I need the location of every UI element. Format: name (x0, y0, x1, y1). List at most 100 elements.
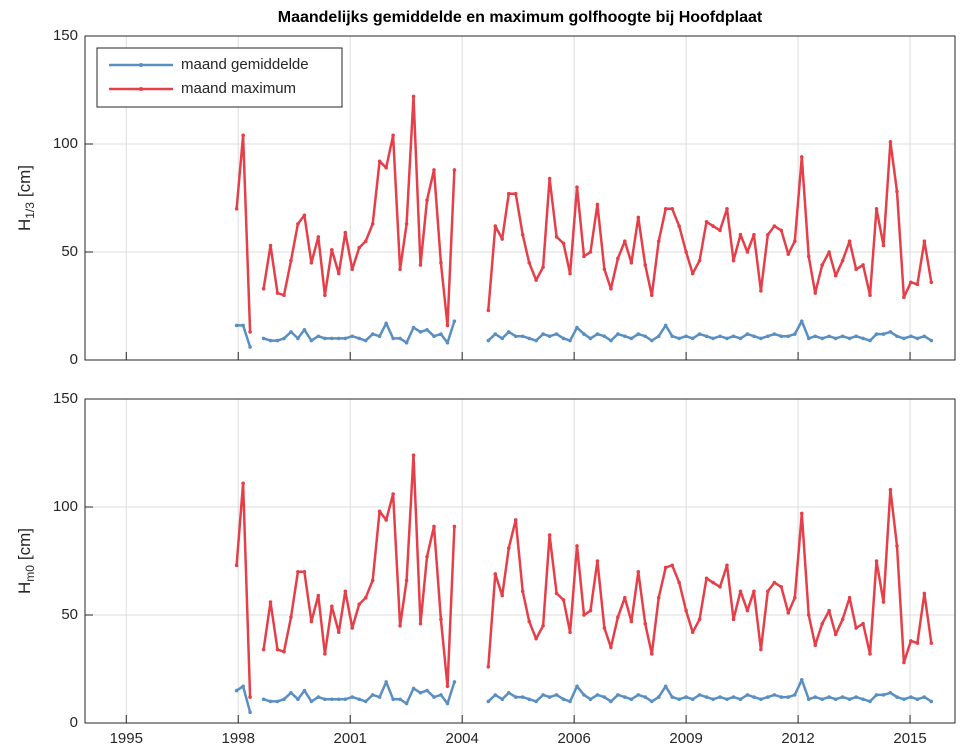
point-marker (323, 293, 327, 298)
point-marker (820, 336, 824, 341)
point-marker (643, 334, 648, 339)
point-marker (432, 334, 436, 339)
y-axis-label: Hm0 [cm] (15, 528, 37, 594)
y-tick-label: 0 (70, 351, 78, 368)
point-marker (704, 334, 709, 339)
point-marker (486, 665, 491, 669)
point-marker (582, 693, 586, 697)
point-marker (840, 617, 845, 622)
point-marker (786, 334, 791, 339)
point-marker (731, 695, 736, 699)
point-marker (445, 323, 450, 328)
point-marker (330, 248, 334, 252)
point-marker (486, 308, 491, 313)
point-marker (534, 699, 538, 704)
point-marker (690, 697, 695, 702)
point-marker (384, 680, 388, 684)
point-marker (738, 697, 743, 702)
point-marker (649, 699, 654, 704)
point-marker (690, 271, 695, 276)
point-marker (425, 688, 429, 693)
point-marker (506, 191, 511, 196)
point-marker (336, 336, 341, 341)
point-marker (874, 693, 879, 697)
point-marker (643, 695, 648, 699)
point-marker (827, 695, 831, 699)
point-marker (527, 697, 531, 702)
point-marker (772, 580, 777, 585)
point-marker (929, 280, 934, 285)
point-marker (595, 559, 600, 563)
point-marker (234, 688, 239, 693)
point-marker (234, 323, 239, 328)
point-marker (493, 332, 498, 336)
point-marker (929, 338, 934, 343)
point-marker (541, 693, 545, 697)
point-marker (513, 191, 518, 196)
point-marker (874, 332, 879, 336)
point-marker (330, 336, 334, 341)
point-marker (541, 332, 545, 336)
point-marker (561, 241, 566, 246)
point-marker (799, 155, 804, 159)
y-tick-label: 100 (53, 135, 78, 152)
point-marker (506, 690, 511, 695)
point-marker (670, 207, 675, 211)
point-marker (296, 222, 300, 226)
point-marker (568, 338, 572, 343)
point-marker (357, 336, 361, 341)
x-tick-label: 1995 (110, 730, 143, 747)
point-marker (854, 695, 858, 699)
point-marker (711, 697, 715, 702)
point-marker (486, 699, 491, 704)
point-marker (874, 207, 879, 211)
point-marker (404, 340, 409, 345)
point-marker (725, 336, 729, 341)
point-marker (609, 699, 613, 704)
point-marker (766, 589, 770, 594)
point-marker (384, 321, 388, 326)
point-marker (425, 554, 429, 559)
point-marker (847, 595, 852, 600)
point-marker (609, 286, 613, 291)
point-marker (827, 250, 831, 254)
point-marker (370, 693, 375, 697)
point-marker (663, 207, 668, 211)
point-marker (888, 330, 893, 334)
point-marker (452, 319, 457, 323)
point-marker (500, 336, 505, 341)
point-marker (786, 252, 791, 256)
point-marker (820, 263, 824, 267)
point-marker (561, 336, 566, 341)
point-marker (506, 330, 511, 334)
point-marker (793, 239, 797, 243)
point-marker (493, 693, 498, 697)
point-marker (677, 336, 681, 341)
point-marker (813, 695, 818, 699)
point-marker (302, 213, 307, 218)
point-marker (547, 533, 552, 537)
x-tick-label: 2009 (669, 730, 702, 747)
point-marker (316, 235, 321, 239)
point-marker (493, 572, 498, 576)
point-marker (248, 710, 252, 714)
point-marker (541, 265, 545, 269)
point-marker (350, 267, 355, 272)
point-marker (425, 198, 429, 202)
point-marker (275, 338, 280, 343)
point-marker (425, 327, 429, 332)
x-tick-label: 2006 (557, 730, 590, 747)
point-marker (806, 697, 811, 702)
point-marker (623, 334, 627, 339)
y-tick-label: 150 (53, 27, 78, 44)
point-marker (847, 697, 852, 702)
point-marker (547, 334, 552, 339)
point-marker (268, 243, 273, 248)
point-marker (847, 239, 852, 243)
point-marker (922, 239, 927, 243)
point-marker (391, 133, 395, 138)
x-tick-label: 2012 (781, 730, 814, 747)
point-marker (323, 697, 327, 702)
point-marker (309, 699, 314, 704)
